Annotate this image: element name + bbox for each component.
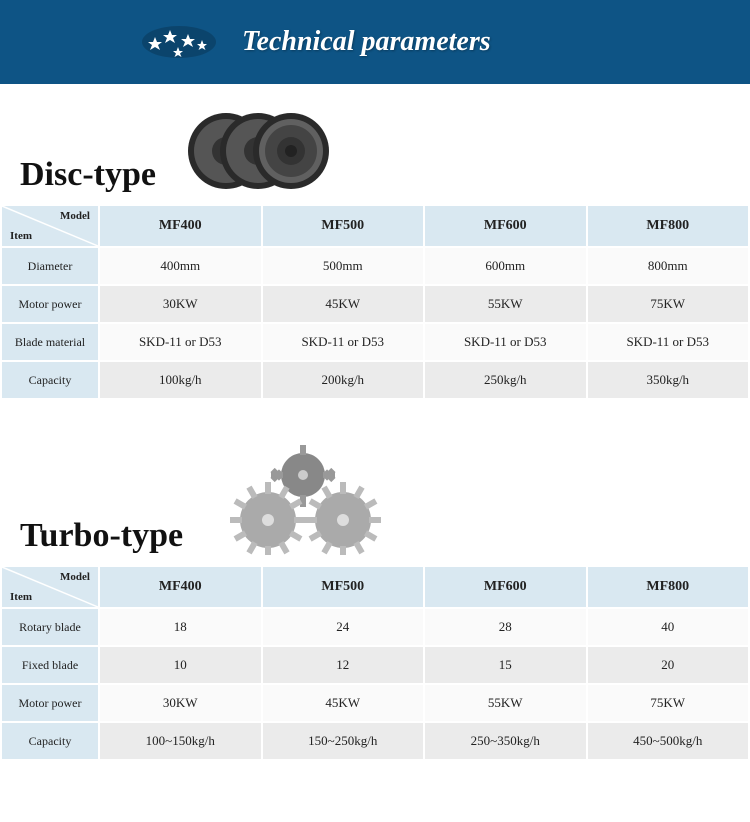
cell: 20 (588, 647, 749, 683)
table-row: Rotary blade 18 24 28 40 (2, 609, 748, 645)
turbo-col-3: MF800 (588, 567, 749, 607)
row-label: Motor power (2, 286, 98, 322)
cell: 30KW (100, 286, 261, 322)
corner-model-label: Model (60, 571, 90, 583)
disc-product-icon (176, 109, 341, 194)
cell: 150~250kg/h (263, 723, 424, 759)
cell: 250kg/h (425, 362, 586, 398)
table-row: Motor power 30KW 45KW 55KW 75KW (2, 286, 748, 322)
row-label: Blade material (2, 324, 98, 360)
cell: 28 (425, 609, 586, 645)
cell: 100~150kg/h (100, 723, 261, 759)
disc-table: Model Item MF400 MF500 MF600 MF800 Diame… (0, 204, 750, 400)
cell: 600mm (425, 248, 586, 284)
cell: 250~350kg/h (425, 723, 586, 759)
corner-item-label: Item (10, 230, 32, 242)
cell: 100kg/h (100, 362, 261, 398)
table-row: Diameter 400mm 500mm 600mm 800mm (2, 248, 748, 284)
turbo-table: Model Item MF400 MF500 MF600 MF800 Rotar… (0, 565, 750, 761)
cell: SKD-11 or D53 (263, 324, 424, 360)
corner-item-label: Item (10, 591, 32, 603)
turbo-col-0: MF400 (100, 567, 261, 607)
turbo-header-row: Model Item MF400 MF500 MF600 MF800 (2, 567, 748, 607)
cell: 15 (425, 647, 586, 683)
row-label: Capacity (2, 723, 98, 759)
turbo-section: Turbo-type (0, 420, 750, 781)
turbo-product-icon (203, 445, 403, 555)
table-row: Blade material SKD-11 or D53 SKD-11 or D… (2, 324, 748, 360)
disc-title: Disc-type (20, 156, 156, 194)
cell: 45KW (263, 685, 424, 721)
cell: 24 (263, 609, 424, 645)
disc-section-head: Disc-type (0, 84, 750, 204)
turbo-col-2: MF600 (425, 567, 586, 607)
table-row: Capacity 100kg/h 200kg/h 250kg/h 350kg/h (2, 362, 748, 398)
cell: 10 (100, 647, 261, 683)
page-header: Technical parameters (0, 0, 750, 84)
cell: 18 (100, 609, 261, 645)
cell: SKD-11 or D53 (100, 324, 261, 360)
disc-header-row: Model Item MF400 MF500 MF600 MF800 (2, 206, 748, 246)
disc-col-3: MF800 (588, 206, 749, 246)
cell: 75KW (588, 286, 749, 322)
disc-section: Disc-type (0, 84, 750, 420)
cell: 200kg/h (263, 362, 424, 398)
cell: 40 (588, 609, 749, 645)
cell: 12 (263, 647, 424, 683)
row-label: Fixed blade (2, 647, 98, 683)
cell: 75KW (588, 685, 749, 721)
cell: 350kg/h (588, 362, 749, 398)
cell: 55KW (425, 286, 586, 322)
page-title: Technical parameters (242, 26, 491, 58)
cell: SKD-11 or D53 (425, 324, 586, 360)
row-label: Motor power (2, 685, 98, 721)
cell: 400mm (100, 248, 261, 284)
disc-col-1: MF500 (263, 206, 424, 246)
cell: 45KW (263, 286, 424, 322)
cell: 55KW (425, 685, 586, 721)
cell: SKD-11 or D53 (588, 324, 749, 360)
disc-col-0: MF400 (100, 206, 261, 246)
table-row: Fixed blade 10 12 15 20 (2, 647, 748, 683)
cell: 450~500kg/h (588, 723, 749, 759)
cell: 800mm (588, 248, 749, 284)
disc-corner-cell: Model Item (2, 206, 98, 246)
disc-col-2: MF600 (425, 206, 586, 246)
cell: 30KW (100, 685, 261, 721)
turbo-col-1: MF500 (263, 567, 424, 607)
corner-model-label: Model (60, 210, 90, 222)
row-label: Diameter (2, 248, 98, 284)
table-row: Capacity 100~150kg/h 150~250kg/h 250~350… (2, 723, 748, 759)
row-label: Rotary blade (2, 609, 98, 645)
turbo-corner-cell: Model Item (2, 567, 98, 607)
cell: 500mm (263, 248, 424, 284)
table-row: Motor power 30KW 45KW 55KW 75KW (2, 685, 748, 721)
turbo-title: Turbo-type (20, 517, 183, 555)
turbo-section-head: Turbo-type (0, 420, 750, 565)
row-label: Capacity (2, 362, 98, 398)
stars-logo-icon (140, 22, 218, 62)
